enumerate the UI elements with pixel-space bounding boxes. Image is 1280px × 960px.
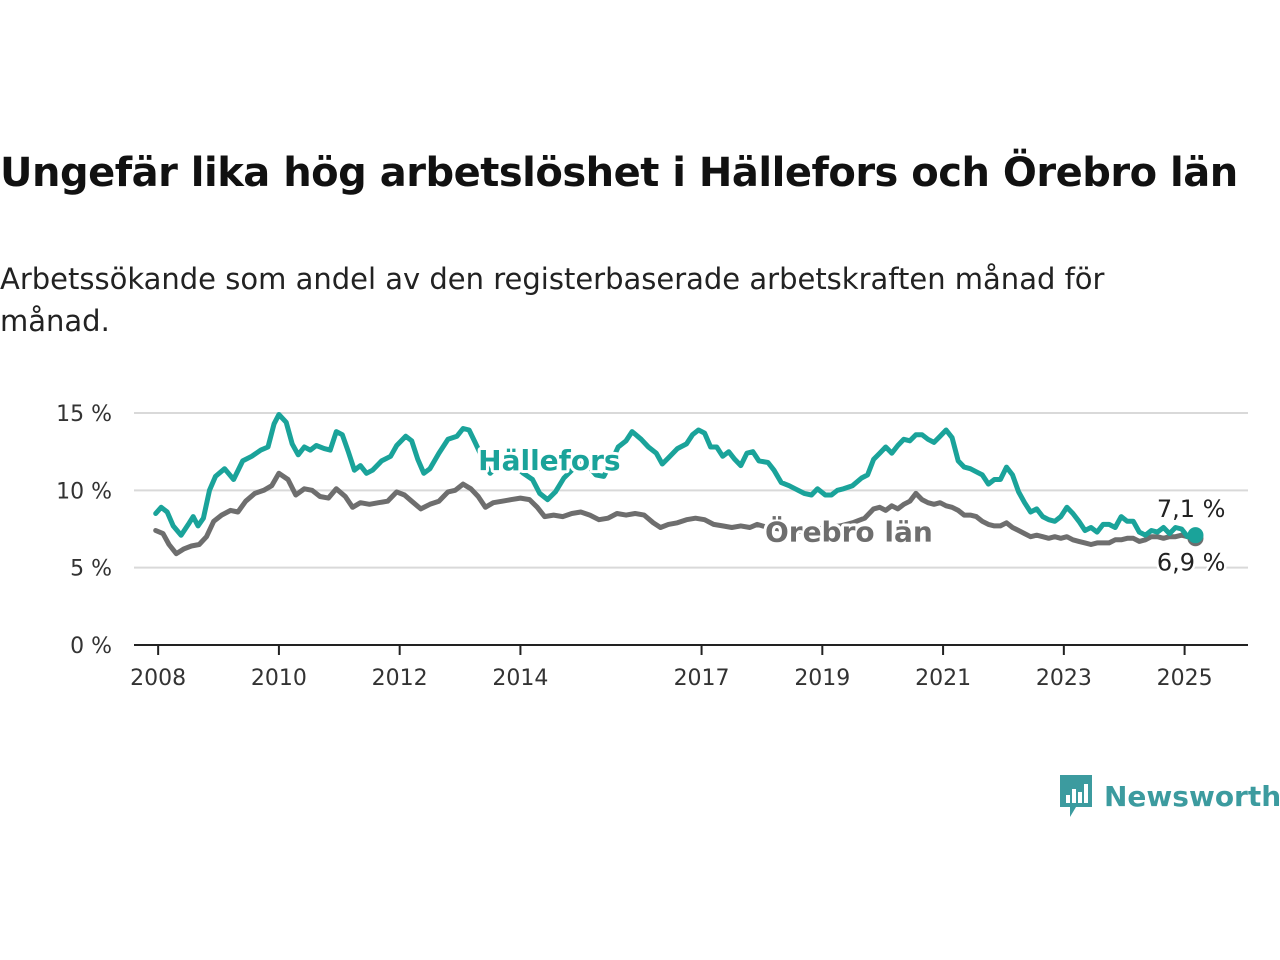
grid-lines <box>134 412 1248 569</box>
x-tick-label: 2021 <box>915 666 971 691</box>
x-tick-label: 2019 <box>794 666 850 691</box>
x-tick-label: 2010 <box>251 666 307 691</box>
y-tick-label: 10 % <box>56 479 112 504</box>
x-tick-label: 2012 <box>372 666 428 691</box>
y-tick-label: 0 % <box>70 634 112 659</box>
x-tick-label: 2008 <box>130 666 186 691</box>
x-tick-label: 2017 <box>674 666 730 691</box>
y-tick-label: 15 % <box>56 402 112 427</box>
y-axis-ticks: 0 % 5 % 10 % 15 % <box>56 402 112 659</box>
series-end-label: 7,1 % <box>1157 495 1226 523</box>
series-line-hallefors <box>153 412 1198 540</box>
x-tick-label: 2025 <box>1157 666 1213 691</box>
brand-name: Newsworthy <box>1104 779 1280 813</box>
series-line-orebro <box>153 470 1198 557</box>
x-tick-label: 2014 <box>492 666 548 691</box>
series-name-label: Örebro län <box>765 514 933 548</box>
newsworthy-brand[interactable]: Newsworthy <box>1058 772 1280 820</box>
series-labels: Hällefors Örebro län 7,1 % 6,9 % <box>475 441 1228 579</box>
series-end-label: 6,9 % <box>1157 548 1226 576</box>
newsworthy-logo-icon <box>1060 775 1092 817</box>
chart-title: Ungefär lika hög arbetslöshet i Hällefor… <box>0 150 1238 196</box>
x-tick-label: 2023 <box>1036 666 1092 691</box>
series-end-point <box>1187 527 1204 544</box>
x-axis-ticks: 2008 2010 2012 2014 2017 2019 2021 2023 2025 <box>130 645 1213 691</box>
line-chart: 0 %5 %10 %15 % 2008 2010 2012 2014 2017 2019 2… <box>56 402 1248 691</box>
y-tick-label: 5 % <box>70 557 112 582</box>
chart-subtitle: Arbetssökande som andel av den registerb… <box>0 262 1105 338</box>
series-name-label: Hällefors <box>478 444 620 477</box>
series-lines <box>153 412 1204 557</box>
